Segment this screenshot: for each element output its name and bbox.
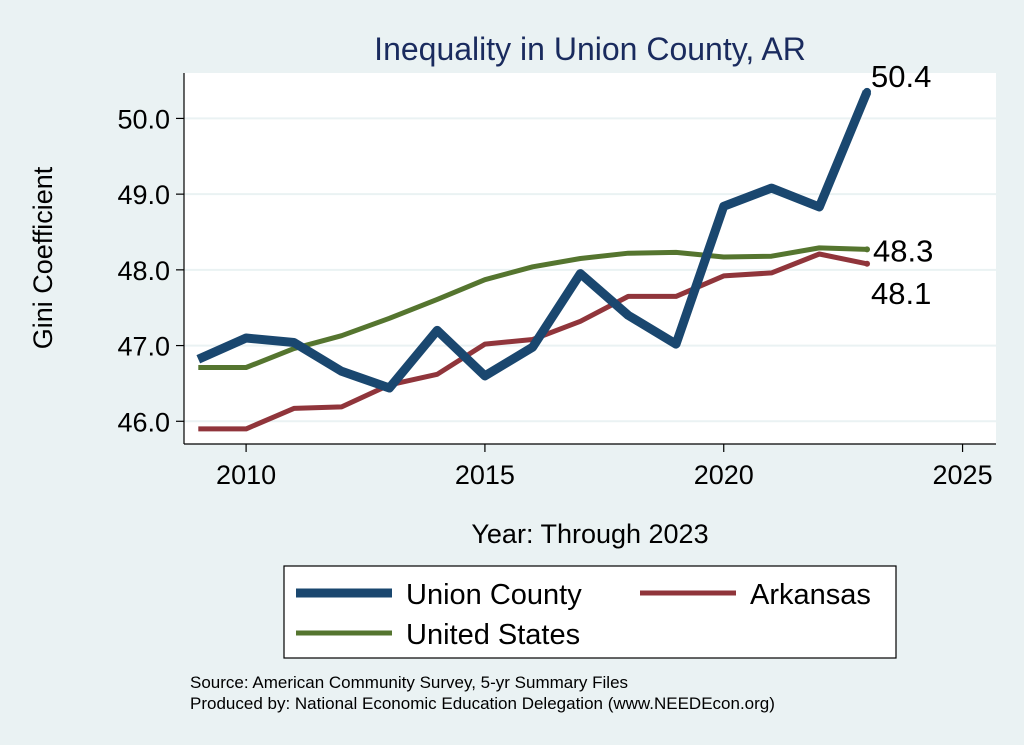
series-endpoint-union-county [863, 87, 872, 96]
axis-ticks: 46.0 47.0 48.0 49.0 50.0 2010 2015 2020 2025 [117, 104, 992, 490]
series-endpoint-arkansas [864, 260, 871, 267]
x-tick-label: 2020 [694, 460, 754, 490]
y-axis-title: Gini Coefficient [28, 166, 58, 349]
end-label-union-county: 50.4 [871, 59, 931, 94]
legend-label-united-states: United States [406, 619, 580, 651]
series-line-union-county [196, 90, 872, 393]
series-line-united-states [198, 245, 868, 370]
end-labels: 50.4 48.1 48.3 [871, 59, 933, 311]
producer-note: Produced by: National Economic Education… [190, 694, 775, 713]
legend-label-union-county: Union County [406, 579, 582, 611]
y-tick-label: 48.0 [117, 256, 170, 286]
x-tick-label: 2010 [216, 460, 276, 490]
y-tick-label: 46.0 [117, 407, 170, 437]
x-axis-title: Year: Through 2023 [471, 519, 708, 549]
legend-box [283, 565, 897, 659]
y-tick-label: 49.0 [117, 180, 170, 210]
x-tick-label: 2015 [455, 460, 515, 490]
chart-title: Inequality in Union County, AR [374, 31, 806, 67]
series-endpoint-united-states [864, 246, 871, 253]
source-note: Source: American Community Survey, 5-yr … [190, 673, 628, 692]
end-label-united-states: 48.3 [873, 233, 933, 268]
x-tick-label: 2025 [933, 460, 993, 490]
y-tick-label: 47.0 [117, 332, 170, 362]
series-lines [196, 87, 872, 432]
end-label-arkansas: 48.1 [871, 276, 931, 311]
legend: Union County Arkansas United States [283, 565, 897, 659]
legend-label-arkansas: Arkansas [750, 579, 871, 611]
grid-lines [184, 117, 996, 423]
y-tick-label: 50.0 [117, 104, 170, 134]
